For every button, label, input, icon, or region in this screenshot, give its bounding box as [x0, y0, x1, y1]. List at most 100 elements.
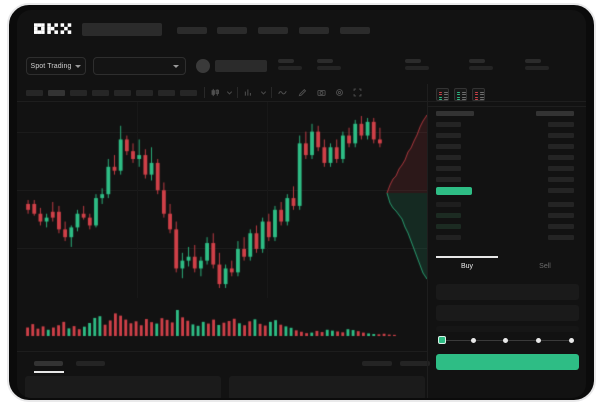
ticker-bar: Spot Trading — [17, 48, 586, 84]
stat-label — [278, 59, 294, 63]
candlestick-type-icon[interactable] — [211, 88, 220, 97]
price-field[interactable] — [436, 284, 579, 300]
slider-stop-25[interactable] — [471, 337, 476, 343]
timeframe-6[interactable] — [136, 90, 153, 96]
tab-open-orders[interactable] — [34, 361, 63, 366]
orderbook-row[interactable] — [436, 166, 461, 171]
orderbook-row[interactable] — [436, 144, 461, 149]
okx-logo-icon[interactable] — [34, 23, 72, 35]
timeframe-3[interactable] — [70, 90, 87, 96]
orderbook-row[interactable] — [548, 122, 574, 127]
total-field[interactable] — [436, 326, 579, 332]
orderbook-row[interactable] — [548, 213, 574, 218]
orderbook-row[interactable] — [436, 202, 461, 207]
orderbook-row[interactable] — [436, 235, 461, 240]
stat-low — [405, 59, 429, 70]
tab-buy[interactable]: Buy — [460, 263, 474, 270]
bottom-panel-right — [229, 376, 425, 398]
nav-item-5[interactable] — [340, 27, 370, 34]
nav-item-4[interactable] — [299, 27, 329, 34]
chart-type-chevron-icon[interactable] — [225, 88, 234, 97]
orderbook-row[interactable] — [548, 166, 574, 171]
timeframe-8[interactable] — [180, 90, 197, 96]
toolbar-divider — [204, 87, 205, 98]
orderbook-row-highlight[interactable] — [436, 187, 472, 195]
orderbook-row[interactable] — [548, 155, 574, 160]
orderbook-row[interactable] — [548, 144, 574, 149]
orderbook-row[interactable] — [548, 202, 574, 207]
tab-order-history[interactable] — [76, 361, 105, 366]
slider-handle[interactable] — [438, 336, 446, 344]
orderbook-row[interactable] — [436, 224, 461, 229]
header-search-input[interactable] — [82, 23, 162, 36]
timeframe-4[interactable] — [92, 90, 109, 96]
place-buy-order-button[interactable] — [436, 354, 579, 370]
settings-gear-icon[interactable] — [335, 88, 344, 97]
indicators-icon[interactable] — [244, 88, 253, 97]
chevron-down-icon — [75, 64, 82, 68]
stat-label — [525, 59, 541, 63]
slider-stop-50[interactable] — [503, 337, 508, 343]
amount-field[interactable] — [436, 305, 579, 321]
chart-area[interactable] — [17, 102, 427, 351]
bottom-action-2[interactable] — [400, 361, 430, 366]
orderbook-row[interactable] — [548, 133, 574, 138]
stat-value — [525, 66, 549, 70]
timeframe-7[interactable] — [158, 90, 175, 96]
orderbook-row[interactable] — [436, 177, 461, 182]
orderbook-row[interactable] — [548, 177, 574, 182]
stat-value — [278, 66, 302, 70]
bottom-tab-bar — [17, 351, 430, 398]
stat-label — [469, 59, 485, 63]
nav-item-1[interactable] — [177, 27, 207, 34]
candlestick-chart[interactable] — [17, 102, 427, 298]
stat-value — [469, 66, 493, 70]
mode-selector[interactable]: Spot Trading — [26, 57, 86, 75]
stat-change — [278, 59, 302, 70]
nav-item-3[interactable] — [258, 27, 288, 34]
orderbook-row[interactable] — [548, 188, 574, 193]
trading-app: Spot Trading — [17, 10, 586, 398]
orderbook-row[interactable] — [548, 235, 574, 240]
orderbook-view-asks-icon[interactable] — [472, 88, 485, 101]
orderbook-row[interactable] — [436, 155, 461, 160]
orderbook-row[interactable] — [436, 122, 461, 127]
timeframe-5[interactable] — [114, 90, 131, 96]
stat-label — [405, 59, 421, 63]
stat-value — [317, 66, 341, 70]
drawing-pencil-icon[interactable] — [298, 88, 307, 97]
screenshot-camera-icon[interactable] — [317, 88, 326, 97]
orderbook-view-bids-icon[interactable] — [454, 88, 467, 101]
chevron-down-icon — [173, 64, 179, 68]
active-tab-underline — [34, 371, 64, 373]
orderbook-row-header — [436, 111, 474, 116]
slider-stop-100[interactable] — [569, 337, 574, 343]
stat-label — [317, 59, 333, 63]
orderbook-row[interactable] — [436, 133, 461, 138]
market-depth-chart[interactable] — [385, 102, 427, 302]
volume-histogram[interactable] — [17, 298, 427, 348]
tab-sell[interactable]: Sell — [539, 263, 551, 270]
coin-avatar-icon — [196, 59, 210, 73]
bottom-action-1[interactable] — [362, 361, 392, 366]
slider-stop-75[interactable] — [536, 337, 541, 343]
active-tab-underline — [436, 256, 498, 258]
stat-value — [405, 66, 429, 70]
pair-selector[interactable] — [93, 57, 186, 75]
timeframe-1[interactable] — [26, 90, 43, 96]
amount-percent-slider[interactable] — [438, 336, 577, 344]
line-tool-icon[interactable] — [278, 88, 287, 97]
nav-item-2[interactable] — [217, 27, 247, 34]
orderbook-row[interactable] — [436, 213, 461, 218]
indicators-chevron-icon[interactable] — [259, 88, 268, 97]
orderbook-view-toggles — [436, 88, 485, 101]
timeframe-2[interactable] — [48, 90, 65, 96]
orderbook-view-both-icon[interactable] — [436, 88, 449, 101]
stat-high — [317, 59, 341, 70]
fullscreen-icon[interactable] — [353, 88, 362, 97]
right-sidebar: Buy Sell — [427, 84, 586, 398]
orderbook-row[interactable] — [548, 224, 574, 229]
mode-selector-label: Spot Trading — [30, 62, 72, 70]
orderbook-row-header — [536, 111, 574, 116]
